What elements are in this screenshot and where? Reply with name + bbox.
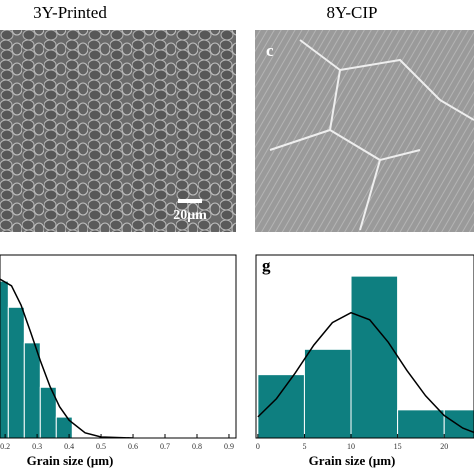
bar [443, 409, 474, 438]
x-tick-label: 0.9 [224, 442, 234, 451]
plot-frame [0, 254, 237, 439]
x-tick-label: 0.8 [192, 442, 202, 451]
x-tick-label: 0.4 [64, 442, 74, 451]
panel-label: c [266, 41, 274, 60]
bar [0, 280, 9, 438]
scale-bar-label: 20μm [173, 208, 207, 223]
x-tick-label: 0.3 [32, 442, 42, 451]
bar [397, 409, 445, 438]
plot [257, 275, 474, 438]
sem-image [255, 30, 474, 232]
image-title: 8Y-CIP [326, 3, 377, 22]
panel-label: g [262, 256, 271, 275]
scale-bar [178, 199, 202, 203]
bar [39, 386, 57, 438]
x-tick-label: 0.2 [0, 442, 10, 451]
bar [350, 275, 399, 438]
x-tick-label: 0.5 [96, 442, 106, 451]
x-axis-label: Grain size (μm) [27, 453, 114, 468]
x-axis-label: Grain size (μm) [309, 453, 396, 468]
x-tick-label: 0.7 [160, 442, 170, 451]
bar [303, 348, 352, 438]
plot [0, 278, 134, 438]
bar [7, 306, 25, 438]
fit-curve [257, 311, 474, 434]
x-tick-label: 5 [302, 442, 306, 451]
grain-boundaries [269, 39, 474, 231]
bar [55, 416, 73, 438]
x-tick-label: 0 [256, 442, 260, 451]
x-tick-label: 10 [347, 442, 355, 451]
x-tick-label: 0.6 [128, 442, 138, 451]
fit-curve [0, 278, 134, 438]
plot-frame [255, 254, 474, 439]
x-tick-label: 15 [394, 442, 402, 451]
sem-image [0, 30, 236, 232]
bar [257, 374, 305, 438]
image-title: 3Y-Printed [33, 3, 107, 22]
x-tick-label: 20 [440, 442, 448, 451]
bar [23, 342, 41, 438]
